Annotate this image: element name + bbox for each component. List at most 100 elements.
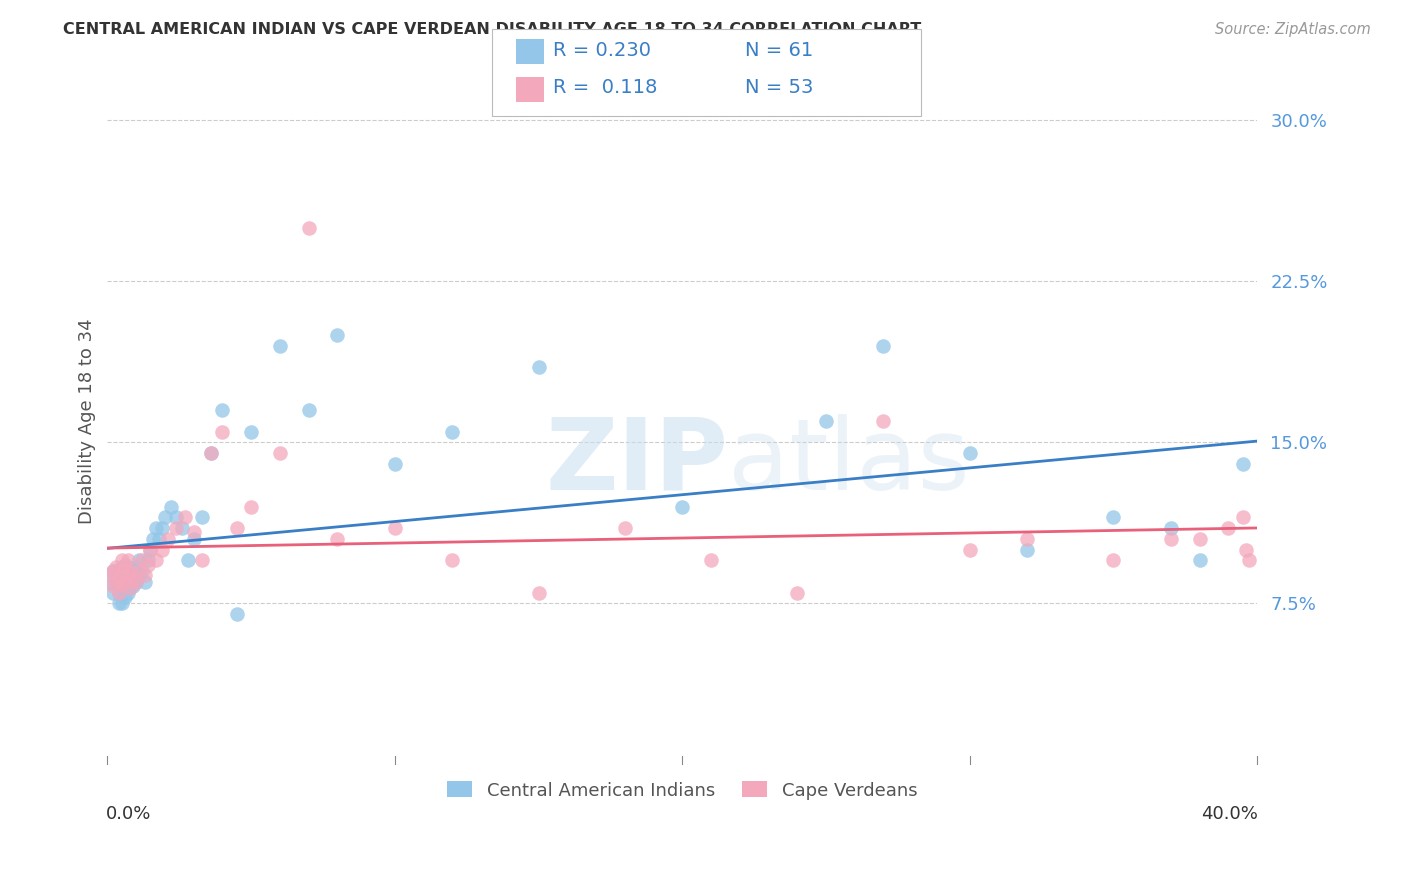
Point — [128, 568, 150, 582]
Point — [111, 564, 134, 578]
Point — [122, 579, 145, 593]
Legend: Central American Indians, Cape Verdeans: Central American Indians, Cape Verdeans — [440, 774, 925, 806]
Point — [98, 568, 121, 582]
Point — [613, 521, 636, 535]
Point — [211, 425, 233, 439]
Point — [1188, 553, 1211, 567]
Point — [105, 559, 128, 574]
Point — [111, 559, 134, 574]
Point — [108, 585, 131, 599]
Point — [269, 446, 291, 460]
Point — [131, 564, 153, 578]
Point — [1160, 532, 1182, 546]
Point — [108, 596, 131, 610]
Point — [240, 425, 263, 439]
Point — [172, 521, 194, 535]
Point — [125, 574, 148, 589]
Point — [111, 596, 134, 610]
Point — [134, 574, 156, 589]
Point — [527, 360, 550, 375]
Point — [814, 414, 837, 428]
Point — [120, 581, 142, 595]
Point — [101, 564, 124, 578]
Point — [191, 510, 214, 524]
Point — [108, 570, 131, 584]
Point — [120, 568, 142, 582]
Point — [326, 532, 349, 546]
Point — [174, 510, 197, 524]
Point — [872, 339, 894, 353]
Point — [122, 570, 145, 584]
Point — [1160, 521, 1182, 535]
Point — [441, 553, 464, 567]
Point — [111, 568, 134, 582]
Point — [120, 581, 142, 595]
Point — [117, 568, 139, 582]
Point — [122, 564, 145, 578]
Point — [183, 525, 205, 540]
Point — [1237, 553, 1260, 567]
Point — [108, 585, 131, 599]
Point — [101, 564, 124, 578]
Point — [114, 579, 136, 593]
Point — [326, 328, 349, 343]
Point — [125, 559, 148, 574]
Text: atlas: atlas — [728, 414, 970, 510]
Point — [1232, 510, 1254, 524]
Point — [125, 574, 148, 589]
Point — [671, 500, 693, 514]
Point — [136, 553, 159, 567]
Point — [156, 532, 179, 546]
Point — [700, 553, 723, 567]
Point — [165, 510, 187, 524]
Point — [114, 590, 136, 604]
Point — [139, 542, 162, 557]
Point — [101, 585, 124, 599]
Text: R = 0.230: R = 0.230 — [553, 41, 651, 60]
Point — [200, 446, 222, 460]
Point — [959, 446, 981, 460]
Point — [225, 607, 247, 621]
Point — [1232, 457, 1254, 471]
Point — [1234, 542, 1257, 557]
Point — [111, 577, 134, 591]
Point — [117, 585, 139, 599]
Point — [148, 532, 170, 546]
Point — [101, 579, 124, 593]
Point — [240, 500, 263, 514]
Point — [297, 220, 319, 235]
Point — [269, 339, 291, 353]
Point — [134, 568, 156, 582]
Text: ZIP: ZIP — [546, 414, 728, 510]
Point — [128, 553, 150, 567]
Y-axis label: Disability Age 18 to 34: Disability Age 18 to 34 — [79, 318, 96, 524]
Point — [211, 403, 233, 417]
Point — [111, 581, 134, 595]
Point — [105, 574, 128, 589]
Point — [145, 521, 167, 535]
Point — [117, 559, 139, 574]
Point — [1102, 510, 1125, 524]
Text: CENTRAL AMERICAN INDIAN VS CAPE VERDEAN DISABILITY AGE 18 TO 34 CORRELATION CHAR: CENTRAL AMERICAN INDIAN VS CAPE VERDEAN … — [63, 22, 921, 37]
Point — [183, 532, 205, 546]
Point — [120, 564, 142, 578]
Point — [145, 553, 167, 567]
Point — [1102, 553, 1125, 567]
Point — [527, 585, 550, 599]
Point — [384, 521, 406, 535]
Point — [1017, 542, 1039, 557]
Point — [959, 542, 981, 557]
Point — [159, 500, 181, 514]
Point — [114, 559, 136, 574]
Point — [191, 553, 214, 567]
Point — [225, 521, 247, 535]
Text: Source: ZipAtlas.com: Source: ZipAtlas.com — [1215, 22, 1371, 37]
Point — [200, 446, 222, 460]
Point — [384, 457, 406, 471]
Point — [136, 558, 159, 572]
Text: N = 53: N = 53 — [745, 78, 814, 97]
Point — [297, 403, 319, 417]
Point — [114, 568, 136, 582]
Point — [108, 564, 131, 578]
Point — [111, 553, 134, 567]
